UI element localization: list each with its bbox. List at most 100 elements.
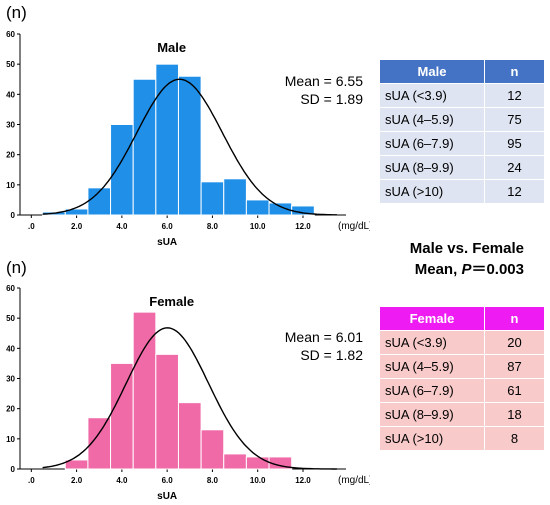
table-cell-n: 18	[484, 402, 544, 427]
chart-title: Male	[157, 40, 186, 55]
table-cell-label: sUA (>10)	[380, 179, 485, 203]
male-table-header: Male n	[380, 60, 544, 84]
table-cell-label: sUA (<3.9)	[380, 83, 485, 108]
male-table-header-n: n	[484, 60, 544, 84]
x-unit-label: (mg/dL)	[338, 221, 370, 232]
table-cell-n: 20	[484, 330, 544, 355]
table-cell-n: 24	[484, 155, 544, 180]
histogram-bar	[223, 453, 247, 470]
histogram-bar	[110, 362, 134, 470]
table-cell-label: sUA (8–9.9)	[380, 402, 485, 427]
table-cell-n: 12	[484, 83, 544, 108]
x-tick-label: 10.0	[250, 222, 266, 231]
table-row: sUA (6–7.9) 95	[380, 131, 544, 156]
x-unit-label: (mg/dL)	[338, 475, 370, 486]
table-cell-label: sUA (>10)	[380, 426, 485, 450]
female-table-header-group: Female	[380, 307, 485, 331]
table-row: sUA (6–7.9) 61	[380, 378, 544, 403]
y-tick-label: 40	[6, 90, 15, 99]
x-tick-label: 2.0	[71, 222, 83, 231]
comparison-p-symbol: P	[461, 261, 472, 278]
x-axis-title: sUA	[157, 491, 177, 502]
normal-curve	[42, 327, 337, 470]
female-mean-label: Mean = 6.01	[284, 329, 363, 345]
male-stats: Mean = 6.55 SD = 1.89	[255, 72, 363, 108]
x-tick-label: 12.0	[295, 476, 311, 485]
table-cell-label: sUA (4–5.9)	[380, 107, 485, 132]
table-cell-label: sUA (4–5.9)	[380, 354, 485, 379]
y-tick-label: 10	[6, 181, 15, 190]
x-tick-label: 2.0	[71, 476, 83, 485]
table-row: sUA (8–9.9) 24	[380, 155, 544, 180]
y-tick-label: 60	[6, 284, 15, 293]
female-histogram: 0 10 20 30 40 50 60 .0 2.0 4.0 6.0 8.0 10.0 12.0 (mg/d…	[6, 284, 370, 502]
histogram-bar	[245, 456, 270, 470]
x-tick-label: 4.0	[116, 222, 128, 231]
normal-curve	[42, 78, 337, 216]
male-sd-label: SD = 1.89	[300, 91, 363, 107]
y-tick-label: 30	[6, 375, 15, 384]
table-row: sUA (4–5.9) 87	[380, 354, 544, 379]
table-row: sUA (<3.9) 12	[380, 83, 544, 108]
table-row: sUA (8–9.9) 18	[380, 402, 544, 427]
histogram-bar	[132, 78, 157, 216]
y-tick-label: 40	[6, 344, 15, 353]
male-mean-label: Mean = 6.55	[284, 73, 363, 89]
x-tick-label: .0	[28, 476, 35, 485]
female-stats: Mean = 6.01 SD = 1.82	[255, 328, 363, 364]
table-cell-n: 12	[484, 179, 544, 203]
table-cell-label: sUA (<3.9)	[380, 330, 485, 355]
y-tick-label: 0	[11, 211, 16, 220]
table-cell-label: sUA (6–7.9)	[380, 131, 485, 156]
histogram-bar	[155, 63, 179, 216]
histogram-bar	[200, 181, 225, 216]
male-table: Male n sUA (<3.9) 12 sUA (4–5.9) 75 sUA (6…	[380, 60, 544, 203]
female-table-header: Female n	[380, 307, 544, 331]
x-tick-label: 10.0	[250, 476, 266, 485]
comparison-prefix: Mean,	[414, 261, 462, 278]
histogram-bar	[155, 353, 179, 470]
chart-title: Female	[149, 294, 194, 309]
histogram-bar	[132, 311, 157, 470]
table-cell-label: sUA (8–9.9)	[380, 155, 485, 180]
x-tick-label: .0	[28, 222, 35, 231]
female-table: Female n sUA (<3.9) 20 sUA (4–5.9) 87 sUA …	[380, 307, 544, 450]
histogram-bar	[245, 199, 270, 216]
histogram-bar	[223, 178, 247, 216]
histogram-bar	[110, 124, 134, 216]
male-y-unit-label: (n)	[6, 3, 27, 22]
table-cell-n: 8	[484, 426, 544, 450]
male-table-header-group: Male	[380, 60, 485, 84]
table-cell-n: 95	[484, 131, 544, 156]
table-row: sUA (<3.9) 20	[380, 330, 544, 355]
x-tick-label: 12.0	[295, 222, 311, 231]
x-tick-label: 8.0	[207, 222, 219, 231]
y-tick-label: 20	[6, 151, 15, 160]
histogram-bar	[177, 75, 202, 216]
comparison-p-number: ＝0.003	[471, 261, 524, 278]
table-row: sUA (>10) 12	[380, 179, 544, 203]
table-row: sUA (>10) 8	[380, 426, 544, 450]
comparison-title: Male vs. Female	[409, 240, 524, 257]
histogram-bar	[200, 429, 225, 470]
x-tick-label: 6.0	[162, 476, 174, 485]
female-y-unit-label: (n)	[6, 258, 27, 277]
table-cell-n: 61	[484, 378, 544, 403]
y-tick-label: 0	[11, 465, 16, 474]
table-row: sUA (4–5.9) 75	[380, 107, 544, 132]
y-tick-label: 30	[6, 121, 15, 130]
male-histogram: 0 10 20 30 40 50 60 .0 2.0 4.0 6.0 8.0 10.0 12.0 (mg/d…	[6, 30, 370, 246]
y-tick-label: 60	[6, 30, 15, 39]
histogram-bar	[177, 402, 202, 470]
x-axis-title: sUA	[157, 237, 177, 246]
y-tick-label: 10	[6, 435, 15, 444]
y-tick-label: 50	[6, 314, 15, 323]
x-tick-label: 4.0	[116, 476, 128, 485]
y-tick-label: 20	[6, 405, 15, 414]
x-tick-label: 6.0	[162, 222, 174, 231]
table-cell-n: 87	[484, 354, 544, 379]
comparison-result: Male vs. Female Mean, P＝0.003	[380, 238, 524, 280]
table-cell-label: sUA (6–7.9)	[380, 378, 485, 403]
female-sd-label: SD = 1.82	[300, 347, 363, 363]
x-tick-label: 8.0	[207, 476, 219, 485]
